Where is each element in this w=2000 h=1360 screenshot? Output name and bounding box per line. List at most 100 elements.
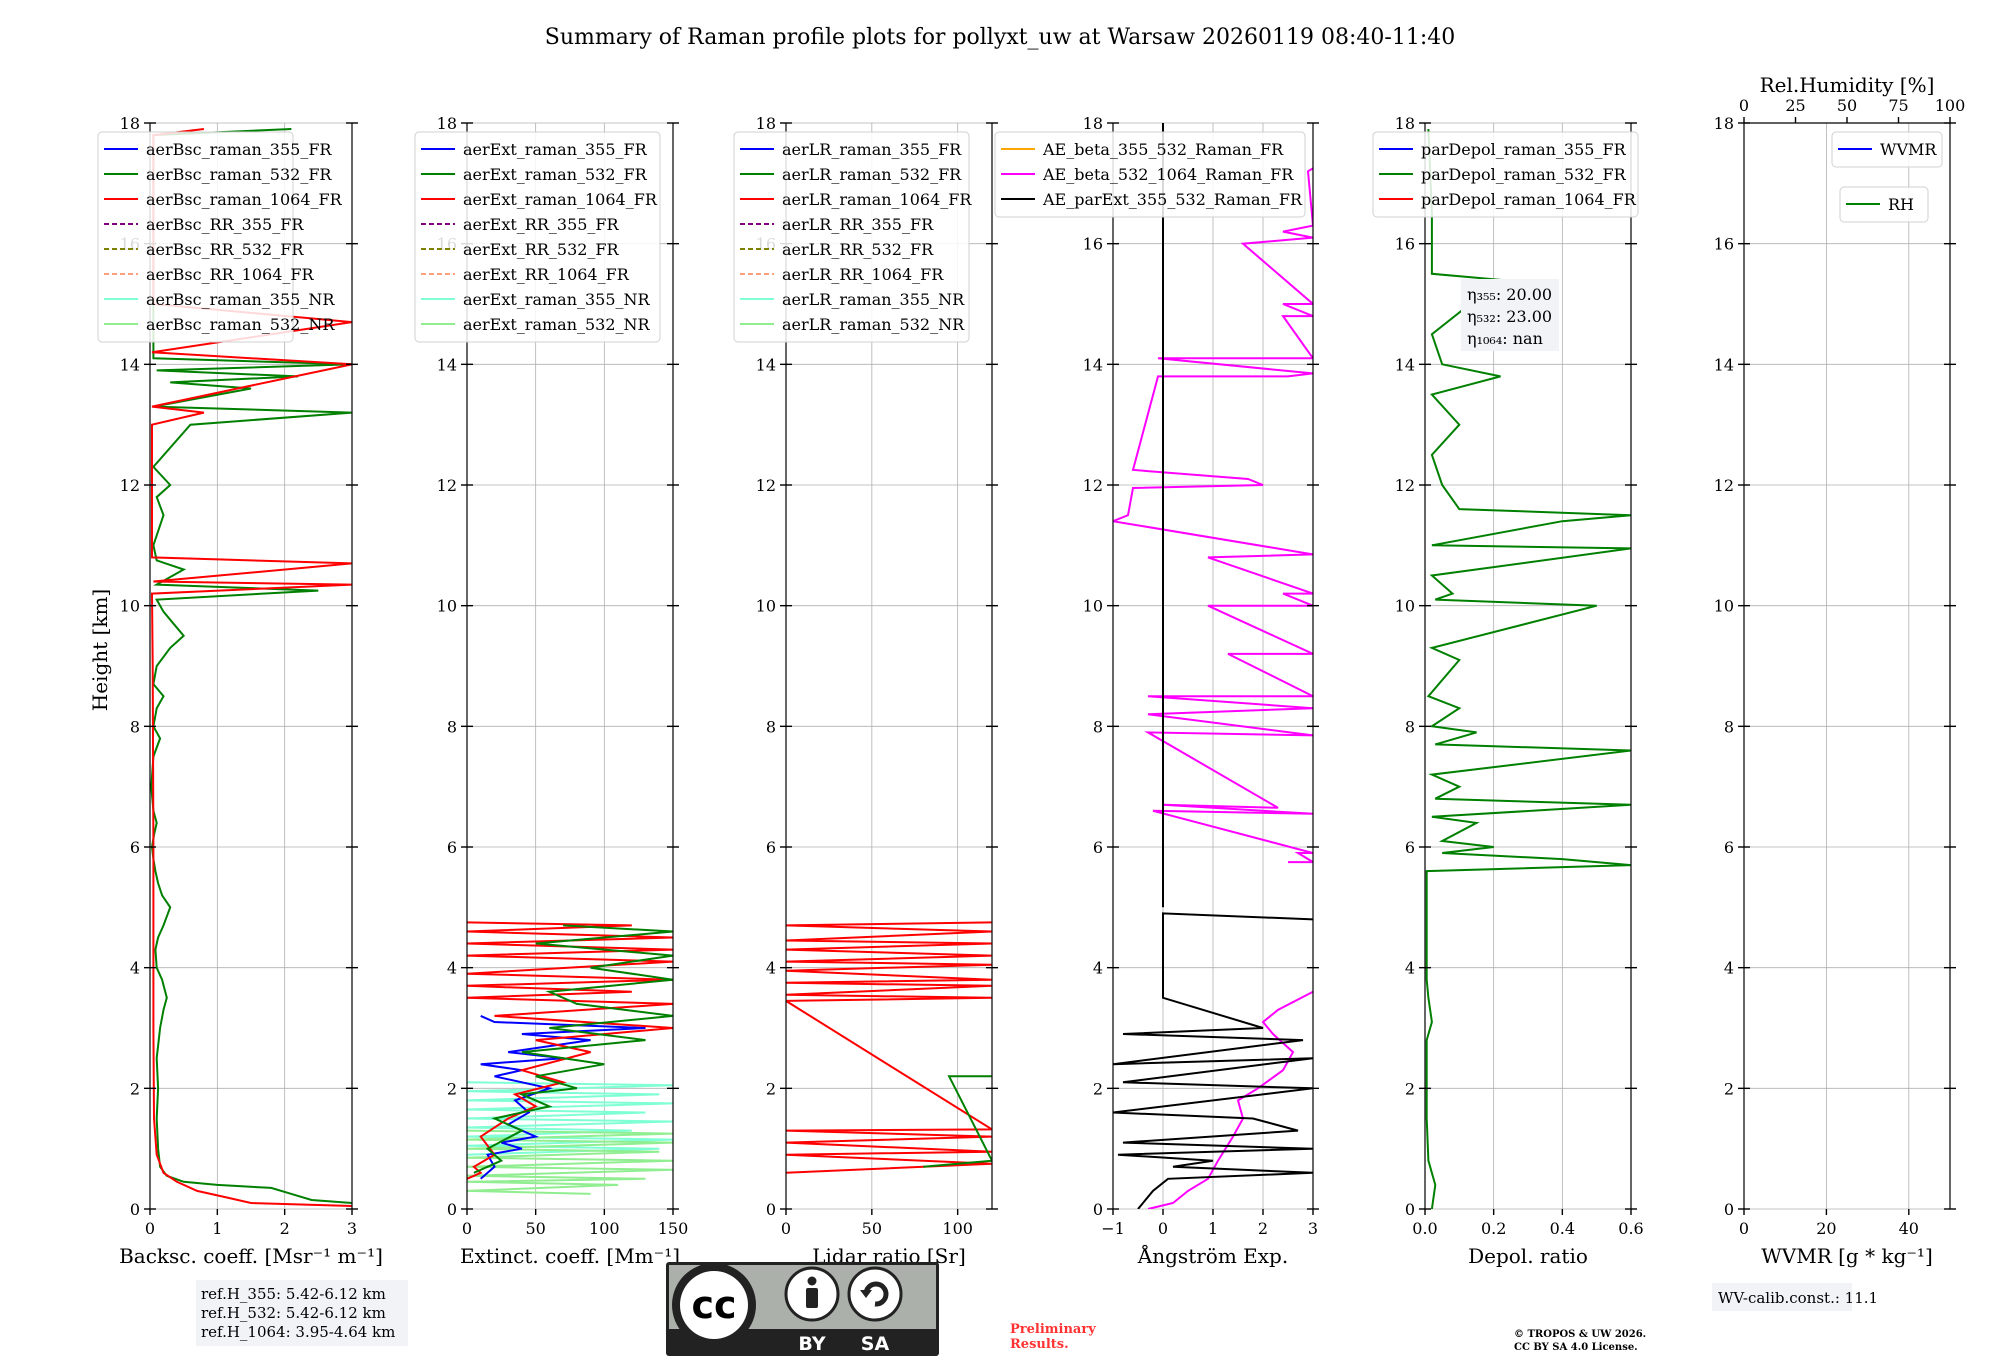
series-line-aerLR_raman_532_FR [923, 1075, 992, 1168]
panel-ext: 024681012141618050100150Extinct. coeff. … [414, 114, 688, 1268]
legend-label-WVMR: WVMR [1880, 140, 1937, 159]
y-tick-label: 2 [1724, 1079, 1734, 1098]
legend-label-aerExt_raman_1064_FR: aerExt_raman_1064_FR [463, 190, 658, 209]
legend-label-aerLR_RR_355_FR: aerLR_RR_355_FR [782, 215, 934, 234]
series-line-AE_parExt_355_532_Raman_FR [1113, 912, 1313, 1209]
y-tick-label: 0 [447, 1200, 457, 1219]
legend-label-aerLR_raman_532_NR: aerLR_raman_532_NR [782, 315, 965, 334]
y-tick-label: 18 [1083, 114, 1103, 133]
legend-frame [97, 131, 294, 343]
preliminary-line-2: Results. [1010, 1337, 1069, 1352]
y-tick-label: 14 [1714, 355, 1734, 374]
x-tick-label: 20 [1816, 1219, 1836, 1238]
y-tick-label: 12 [756, 476, 776, 495]
legend-frame [1839, 186, 1929, 223]
y-tick-label: 2 [1093, 1079, 1103, 1098]
eta-text: η₅₃₂: 23.00 [1467, 307, 1552, 326]
legend-label-aerBsc_RR_355_FR: aerBsc_RR_355_FR [146, 215, 304, 234]
legend: aerLR_raman_355_FR aerLR_raman_532_FR aerL… [733, 131, 972, 343]
wv-calib-text: WV-calib.const.: 11.1 [1718, 1289, 1878, 1307]
y-tick-label: 18 [756, 114, 776, 133]
legend-rh: RH [1839, 186, 1929, 223]
x-tick-label: 0.0 [1412, 1219, 1437, 1238]
x-axis-label: Ångström Exp. [1137, 1243, 1288, 1268]
legend-label-aerLR_raman_1064_FR: aerLR_raman_1064_FR [782, 190, 972, 209]
x-axis-label: WVMR [g * kg⁻¹] [1761, 1244, 1933, 1268]
legend-label-aerExt_RR_1064_FR: aerExt_RR_1064_FR [463, 265, 630, 284]
x-tick-label: 0.6 [1618, 1219, 1643, 1238]
legend-label-aerBsc_raman_1064_FR: aerBsc_raman_1064_FR [146, 190, 343, 209]
top-x-tick-label: 100 [1935, 96, 1966, 115]
y-tick-label: 2 [1405, 1079, 1415, 1098]
plot-panels: 0246810121416180123Backsc. coeff. [Msr⁻¹… [97, 73, 1966, 1268]
y-tick-label: 18 [1714, 114, 1734, 133]
legend-label-AE_beta_532_1064_Raman_FR: AE_beta_532_1064_Raman_FR [1042, 165, 1294, 184]
y-tick-label: 12 [1083, 476, 1103, 495]
legend: parDepol_raman_355_FR parDepol_raman_532_… [1372, 131, 1639, 218]
legend-label-aerExt_raman_355_NR: aerExt_raman_355_NR [463, 290, 651, 309]
x-tick-label: 3 [347, 1219, 357, 1238]
legend-label-aerLR_raman_355_NR: aerLR_raman_355_NR [782, 290, 965, 309]
copyright-line-2: CC BY SA 4.0 License. [1514, 1342, 1638, 1353]
eta-annotation: η₃₅₅: 20.00 η₅₃₂: 23.00 η₁₀₆₄: nan [1461, 279, 1559, 351]
legend-frame [733, 131, 970, 343]
legend-label-aerExt_raman_532_NR: aerExt_raman_532_NR [463, 315, 651, 334]
legend: WVMR [1831, 131, 1943, 168]
legend-label-parDepol_raman_1064_FR: parDepol_raman_1064_FR [1421, 190, 1637, 209]
x-tick-label: 0 [1739, 1219, 1749, 1238]
series-line-parDepol_raman_532_FR [1425, 128, 1631, 1209]
x-tick-label: 2 [1258, 1219, 1268, 1238]
series-group [1425, 128, 1631, 1209]
ref-height-box: ref.H_355: 5.42-6.12 km ref.H_532: 5.42-… [196, 1280, 408, 1346]
y-tick-label: 0 [766, 1200, 776, 1219]
y-tick-label: 14 [756, 355, 776, 374]
legend-label-RH: RH [1888, 195, 1914, 214]
x-tick-label: 0.4 [1550, 1219, 1575, 1238]
top-x-tick-label: 25 [1785, 96, 1805, 115]
legend-label-aerBsc_raman_355_NR: aerBsc_raman_355_NR [146, 290, 335, 309]
x-tick-label: 0 [462, 1219, 472, 1238]
figure-title: Summary of Raman profile plots for polly… [545, 25, 1455, 50]
legend-label-aerLR_RR_532_FR: aerLR_RR_532_FR [782, 240, 934, 259]
y-tick-label: 16 [1083, 235, 1103, 254]
y-tick-label: 18 [1395, 114, 1415, 133]
legend-label-aerBsc_raman_355_FR: aerBsc_raman_355_FR [146, 140, 332, 159]
y-tick-label: 12 [120, 476, 140, 495]
y-tick-label: 10 [1083, 597, 1103, 616]
x-tick-label: 2 [280, 1219, 290, 1238]
preliminary-line-1: Preliminary [1010, 1322, 1096, 1337]
top-x-axis-label: Rel.Humidity [%] [1760, 73, 1935, 97]
y-tick-label: 2 [447, 1079, 457, 1098]
x-tick-label: 3 [1308, 1219, 1318, 1238]
y-tick-label: 6 [447, 838, 457, 857]
y-tick-label: 0 [1405, 1200, 1415, 1219]
wv-calib-box: WV-calib.const.: 11.1 [1712, 1283, 1878, 1311]
cc-by-label: BY [798, 1333, 825, 1355]
x-tick-label: −1 [1101, 1219, 1125, 1238]
eta-box [1461, 279, 1559, 351]
legend-label-aerBsc_RR_1064_FR: aerBsc_RR_1064_FR [146, 265, 315, 284]
top-x-tick-label: 75 [1888, 96, 1908, 115]
x-axis-label: Backsc. coeff. [Msr⁻¹ m⁻¹] [119, 1244, 383, 1268]
y-tick-label: 10 [1714, 597, 1734, 616]
legend-label-aerExt_raman_355_FR: aerExt_raman_355_FR [463, 140, 648, 159]
y-tick-label: 16 [1714, 235, 1734, 254]
legend: aerExt_raman_355_FR aerExt_raman_532_FRae… [414, 131, 661, 343]
sa-share-icon [847, 1266, 903, 1322]
x-tick-label: 1 [1208, 1219, 1218, 1238]
legend-label-aerExt_RR_532_FR: aerExt_RR_532_FR [463, 240, 620, 259]
y-tick-label: 4 [766, 959, 776, 978]
y-tick-label: 18 [437, 114, 457, 133]
cc-by-sa-logo: cc BY SA [666, 1262, 939, 1356]
y-tick-label: 6 [1724, 838, 1734, 857]
x-tick-label: 0 [781, 1219, 791, 1238]
y-tick-label: 4 [130, 959, 140, 978]
legend-label-aerLR_RR_1064_FR: aerLR_RR_1064_FR [782, 265, 944, 284]
legend-label-parDepol_raman_532_FR: parDepol_raman_532_FR [1421, 165, 1627, 184]
legend-label-aerBsc_raman_532_NR: aerBsc_raman_532_NR [146, 315, 335, 334]
y-tick-label: 4 [1724, 959, 1734, 978]
y-tick-label: 6 [766, 838, 776, 857]
x-axis-label: Extinct. coeff. [Mm⁻¹] [460, 1244, 680, 1268]
x-axis-label: Depol. ratio [1468, 1244, 1588, 1268]
